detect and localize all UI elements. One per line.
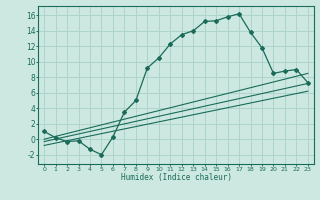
X-axis label: Humidex (Indice chaleur): Humidex (Indice chaleur) (121, 173, 231, 182)
